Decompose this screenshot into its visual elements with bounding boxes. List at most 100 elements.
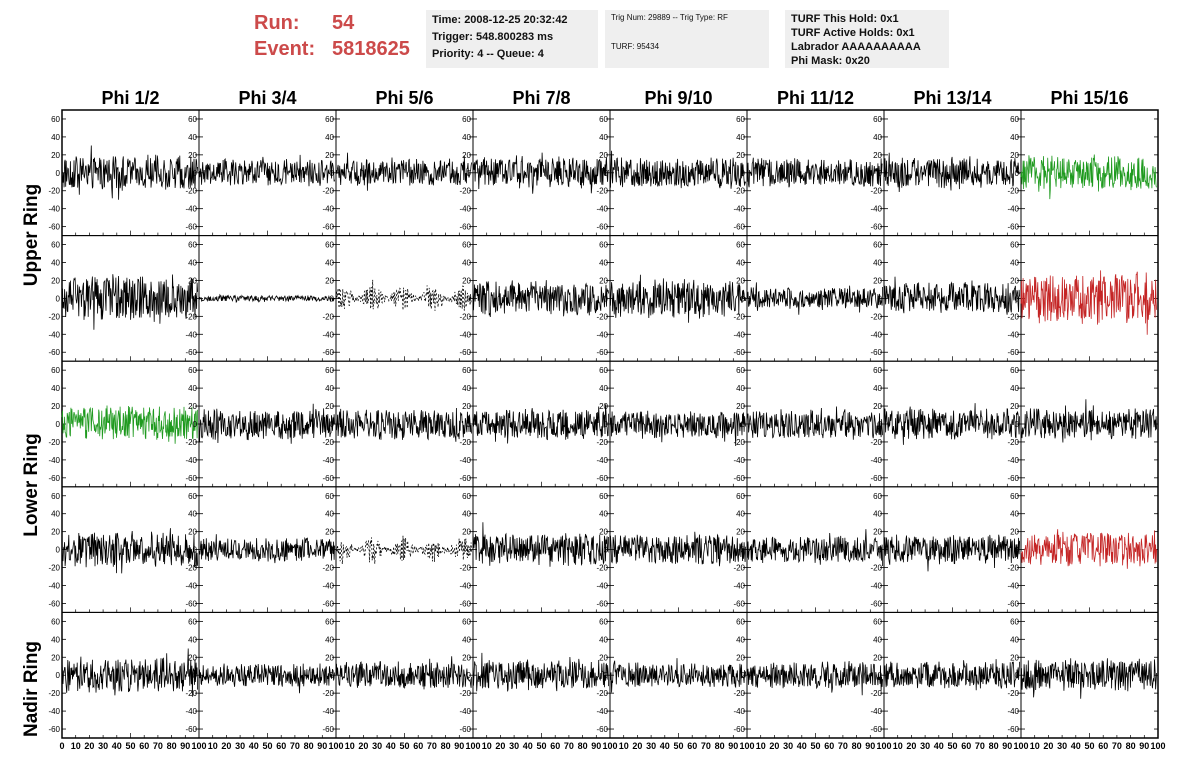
ytick-label: 0	[193, 294, 198, 303]
waveform-trace	[746, 406, 883, 440]
xtick-label: 30	[509, 741, 519, 751]
waveform-trace	[61, 528, 198, 574]
ytick-label: 40	[873, 133, 882, 142]
ytick-label: -60	[459, 725, 471, 734]
xtick-label: 40	[797, 741, 807, 751]
panel-r3-c4: 60 40 20 0 -20 -40 -60	[596, 486, 748, 613]
xtick-label: 80	[441, 741, 451, 751]
ytick-label: -20	[185, 689, 197, 698]
ytick-label: -40	[459, 205, 471, 214]
ytick-label: -20	[185, 187, 197, 196]
ytick-label: 60	[873, 241, 882, 250]
xtick-label: 40	[249, 741, 259, 751]
ytick-label: -40	[322, 456, 334, 465]
ytick-label: -20	[596, 689, 608, 698]
ytick-label: 40	[462, 384, 471, 393]
xtick-label: 20	[906, 741, 916, 751]
ytick-label: 0	[741, 294, 746, 303]
xtick-label: 90	[728, 741, 738, 751]
ytick-label: -20	[459, 564, 471, 573]
ytick-label: 60	[873, 617, 882, 626]
ytick-label: 20	[599, 528, 608, 537]
panel-r0-c6: 60 40 20 0 -20 -40 -60	[870, 109, 1022, 237]
ytick-label: 60	[599, 241, 608, 250]
panel-r1-c0: 60 40 20 0 -20 -40 -60	[48, 235, 200, 362]
ytick-label: -20	[733, 689, 745, 698]
xtick-label: 20	[632, 741, 642, 751]
ytick-label: 40	[325, 259, 334, 268]
waveform-trace	[472, 522, 609, 567]
panel-r4-c6: 60 40 20 0 -20 -40 -60	[870, 611, 1022, 739]
panel-r3-c1: 60 40 20 0 -20 -40 -60	[185, 486, 337, 613]
ytick-label: 0	[604, 294, 609, 303]
ytick-label: 40	[599, 384, 608, 393]
xtick-label: 20	[1043, 741, 1053, 751]
ytick-label: 60	[1010, 241, 1019, 250]
ytick-label: 60	[736, 115, 745, 124]
ytick-label: 0	[1015, 169, 1020, 178]
ytick-label: 40	[873, 384, 882, 393]
xtick-label: 80	[715, 741, 725, 751]
run-label: Run:	[254, 12, 300, 34]
xtick-label: 50	[399, 741, 409, 751]
event-label: Event:	[254, 38, 316, 60]
ytick-label: -20	[1007, 564, 1019, 573]
xtick-label: 10	[208, 741, 218, 751]
ytick-label: -40	[596, 456, 608, 465]
ytick-label: -60	[322, 474, 334, 483]
panel-r4-c7: 60 40 20 0 -20 -40 -60	[1007, 611, 1159, 739]
xtick-label: 10	[345, 741, 355, 751]
panel-r2-c4: 60 40 20 0 -20 -40 -60	[596, 360, 748, 488]
ytick-label: -40	[185, 330, 197, 339]
xtick-label: 90	[591, 741, 601, 751]
ytick-label: 60	[736, 366, 745, 375]
ytick-label: -20	[733, 312, 745, 321]
ytick-label: 20	[462, 528, 471, 537]
ytick-label: 60	[736, 492, 745, 501]
waveform-trace	[1020, 529, 1157, 569]
ytick-label: 40	[462, 510, 471, 519]
ytick-label: 60	[325, 115, 334, 124]
ytick-label: 40	[51, 384, 60, 393]
ytick-label: 40	[188, 133, 197, 142]
ytick-label: -40	[48, 205, 60, 214]
ytick-label: 60	[51, 115, 60, 124]
waveform-trace	[883, 276, 1020, 315]
ytick-label: 0	[1015, 671, 1020, 680]
xtick-label: 70	[838, 741, 848, 751]
ytick-label: 60	[1010, 617, 1019, 626]
ytick-label: 0	[878, 546, 883, 555]
ytick-label: 20	[599, 151, 608, 160]
ytick-label: -40	[733, 205, 745, 214]
ytick-label: 20	[51, 276, 60, 285]
ytick-label: -20	[870, 438, 882, 447]
panel-border	[746, 109, 885, 237]
xtick-label: 80	[852, 741, 862, 751]
ytick-label: 20	[1010, 151, 1019, 160]
waveform-trace	[609, 531, 746, 567]
ytick-label: -20	[48, 438, 60, 447]
ytick-label: -40	[733, 581, 745, 590]
xtick-label: 10	[1030, 741, 1040, 751]
ytick-label: -60	[1007, 348, 1019, 357]
xtick-label: 40	[386, 741, 396, 751]
waveform-trace	[746, 660, 883, 696]
panel-r0-c3: 60 40 20 0 -20 -40 -60	[459, 109, 611, 237]
ytick-label: 60	[51, 241, 60, 250]
ytick-label: 60	[188, 617, 197, 626]
ytick-label: -20	[1007, 689, 1019, 698]
ytick-label: -20	[459, 187, 471, 196]
xtick-label: 70	[975, 741, 985, 751]
column-header-1: Phi 3/4	[238, 88, 297, 108]
waveform-trace	[335, 535, 472, 565]
turf-text: TURF: 95434	[611, 42, 660, 51]
ytick-label: 20	[873, 402, 882, 411]
waveform-trace	[883, 534, 1020, 572]
ytick-label: -20	[733, 187, 745, 196]
xtick-label: 30	[235, 741, 245, 751]
xtick-label: 50	[673, 741, 683, 751]
ytick-label: 20	[873, 653, 882, 662]
xtick-label: 30	[1057, 741, 1067, 751]
ytick-label: -60	[185, 474, 197, 483]
ytick-label: 40	[873, 510, 882, 519]
